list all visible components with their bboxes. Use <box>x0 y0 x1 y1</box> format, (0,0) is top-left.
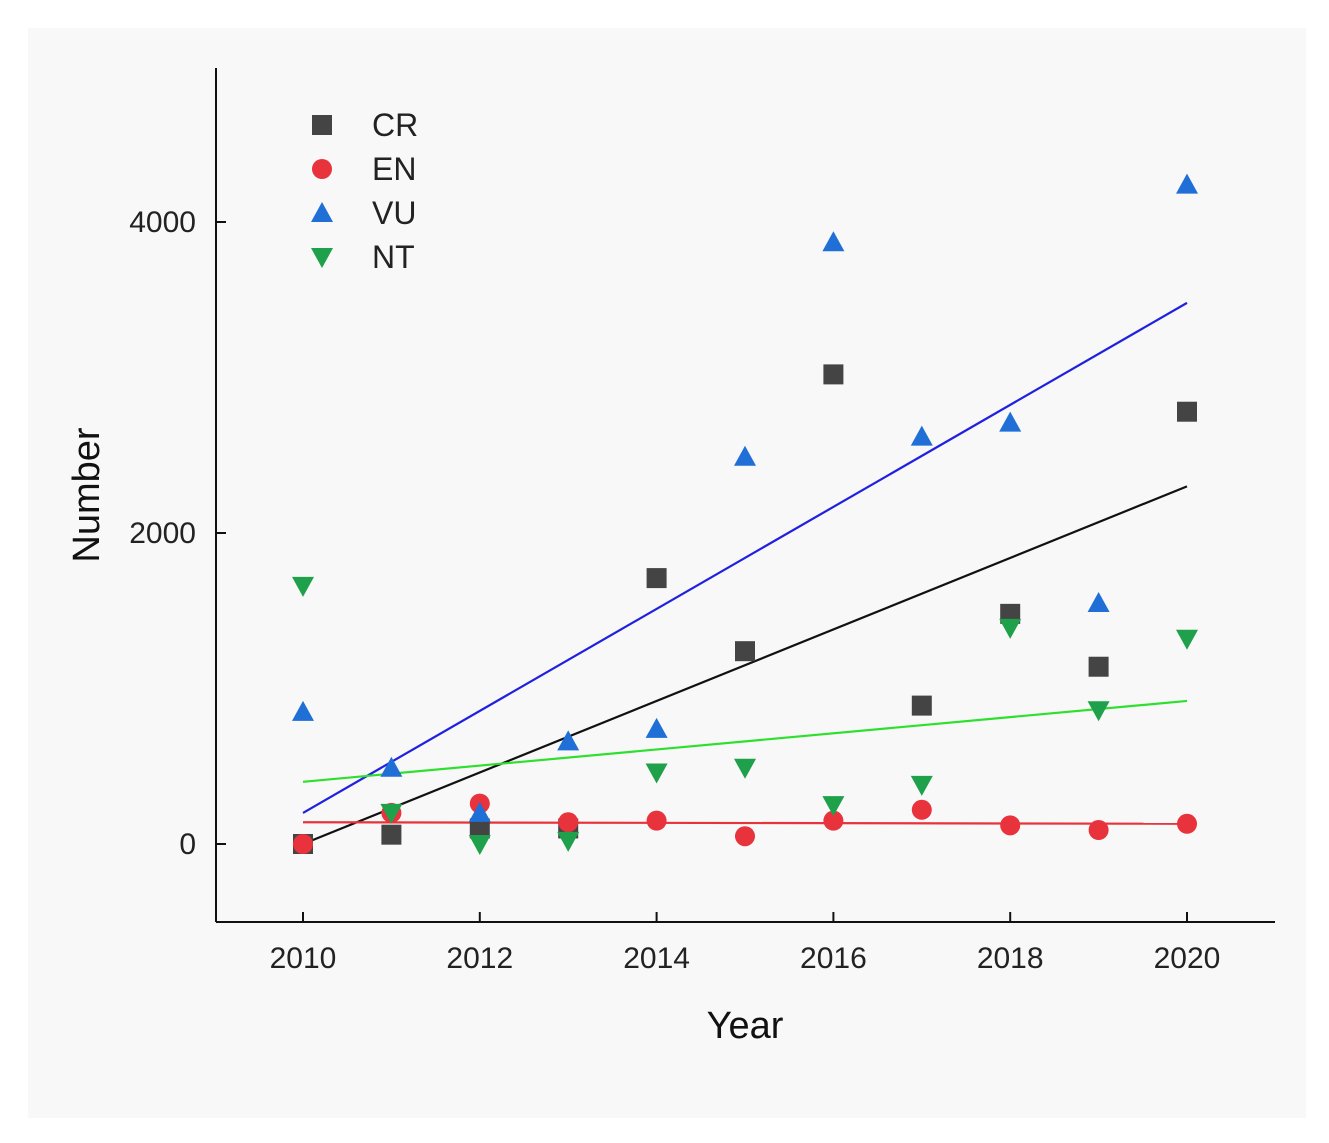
point-en <box>911 799 932 820</box>
fit-line-nt <box>302 699 1188 783</box>
y-axis-title: Number <box>66 427 108 562</box>
point-nt <box>822 796 845 817</box>
fit-line-cr <box>302 485 1188 846</box>
data-points <box>292 173 1198 855</box>
x-tick-label: 2010 <box>270 942 337 975</box>
point-vu <box>292 700 314 721</box>
point-nt <box>1087 701 1110 722</box>
y-tick-label: 2000 <box>129 517 196 550</box>
point-cr <box>1177 401 1197 422</box>
point-nt <box>468 835 491 855</box>
point-cr <box>381 824 402 845</box>
point-vu <box>910 425 933 446</box>
x-tick-label: 2014 <box>623 942 690 975</box>
x-axis-title: Year <box>707 1005 784 1047</box>
y-tick-label: 4000 <box>129 206 196 239</box>
legend-label-vu: VU <box>372 195 416 231</box>
point-vu <box>1176 173 1198 194</box>
point-nt <box>557 831 580 852</box>
point-nt <box>645 763 668 784</box>
point-cr <box>469 818 490 839</box>
legend: CR EN VU NT <box>311 107 418 275</box>
point-vu <box>468 801 491 822</box>
point-vu <box>1087 591 1110 612</box>
point-en <box>646 810 667 831</box>
y-tick-label: 0 <box>179 828 196 861</box>
point-nt <box>999 618 1022 639</box>
legend-label-nt: NT <box>372 239 415 275</box>
point-vu <box>999 411 1022 432</box>
point-cr <box>911 695 932 716</box>
x-tick-label: 2020 <box>1154 942 1221 975</box>
legend-label-en: EN <box>372 151 416 187</box>
point-nt <box>292 576 314 597</box>
fit-line-vu <box>302 301 1188 814</box>
point-vu <box>645 717 668 738</box>
legend-label-cr: CR <box>372 107 418 143</box>
point-nt <box>1176 629 1198 650</box>
axes: 2010 2012 2014 2016 2018 2020 0 2000 4000 <box>129 68 1275 975</box>
point-cr <box>735 641 755 662</box>
point-cr <box>646 568 667 589</box>
point-nt <box>380 803 403 824</box>
point-en <box>1177 813 1197 834</box>
fit-lines <box>302 301 1188 846</box>
chart-panel <box>28 28 1306 1118</box>
point-cr <box>823 364 844 385</box>
legend-marker-en <box>312 159 332 179</box>
point-vu <box>557 730 580 751</box>
point-nt <box>910 775 933 796</box>
legend-marker-vu <box>311 202 333 222</box>
point-vu <box>734 445 756 466</box>
point-en <box>293 834 313 854</box>
x-tick-label: 2018 <box>977 942 1044 975</box>
x-tick-label: 2012 <box>446 942 513 975</box>
point-cr <box>1088 656 1109 677</box>
point-en <box>1088 820 1109 841</box>
point-vu <box>822 231 845 252</box>
point-en <box>823 810 844 831</box>
fit-line-en <box>302 821 1188 825</box>
legend-marker-cr <box>312 115 332 135</box>
point-en <box>1000 815 1021 836</box>
x-tick-label: 2016 <box>800 942 867 975</box>
point-en <box>735 826 755 847</box>
point-vu <box>380 756 403 777</box>
point-nt <box>734 758 756 779</box>
legend-marker-nt <box>311 248 333 268</box>
point-en <box>558 812 579 833</box>
